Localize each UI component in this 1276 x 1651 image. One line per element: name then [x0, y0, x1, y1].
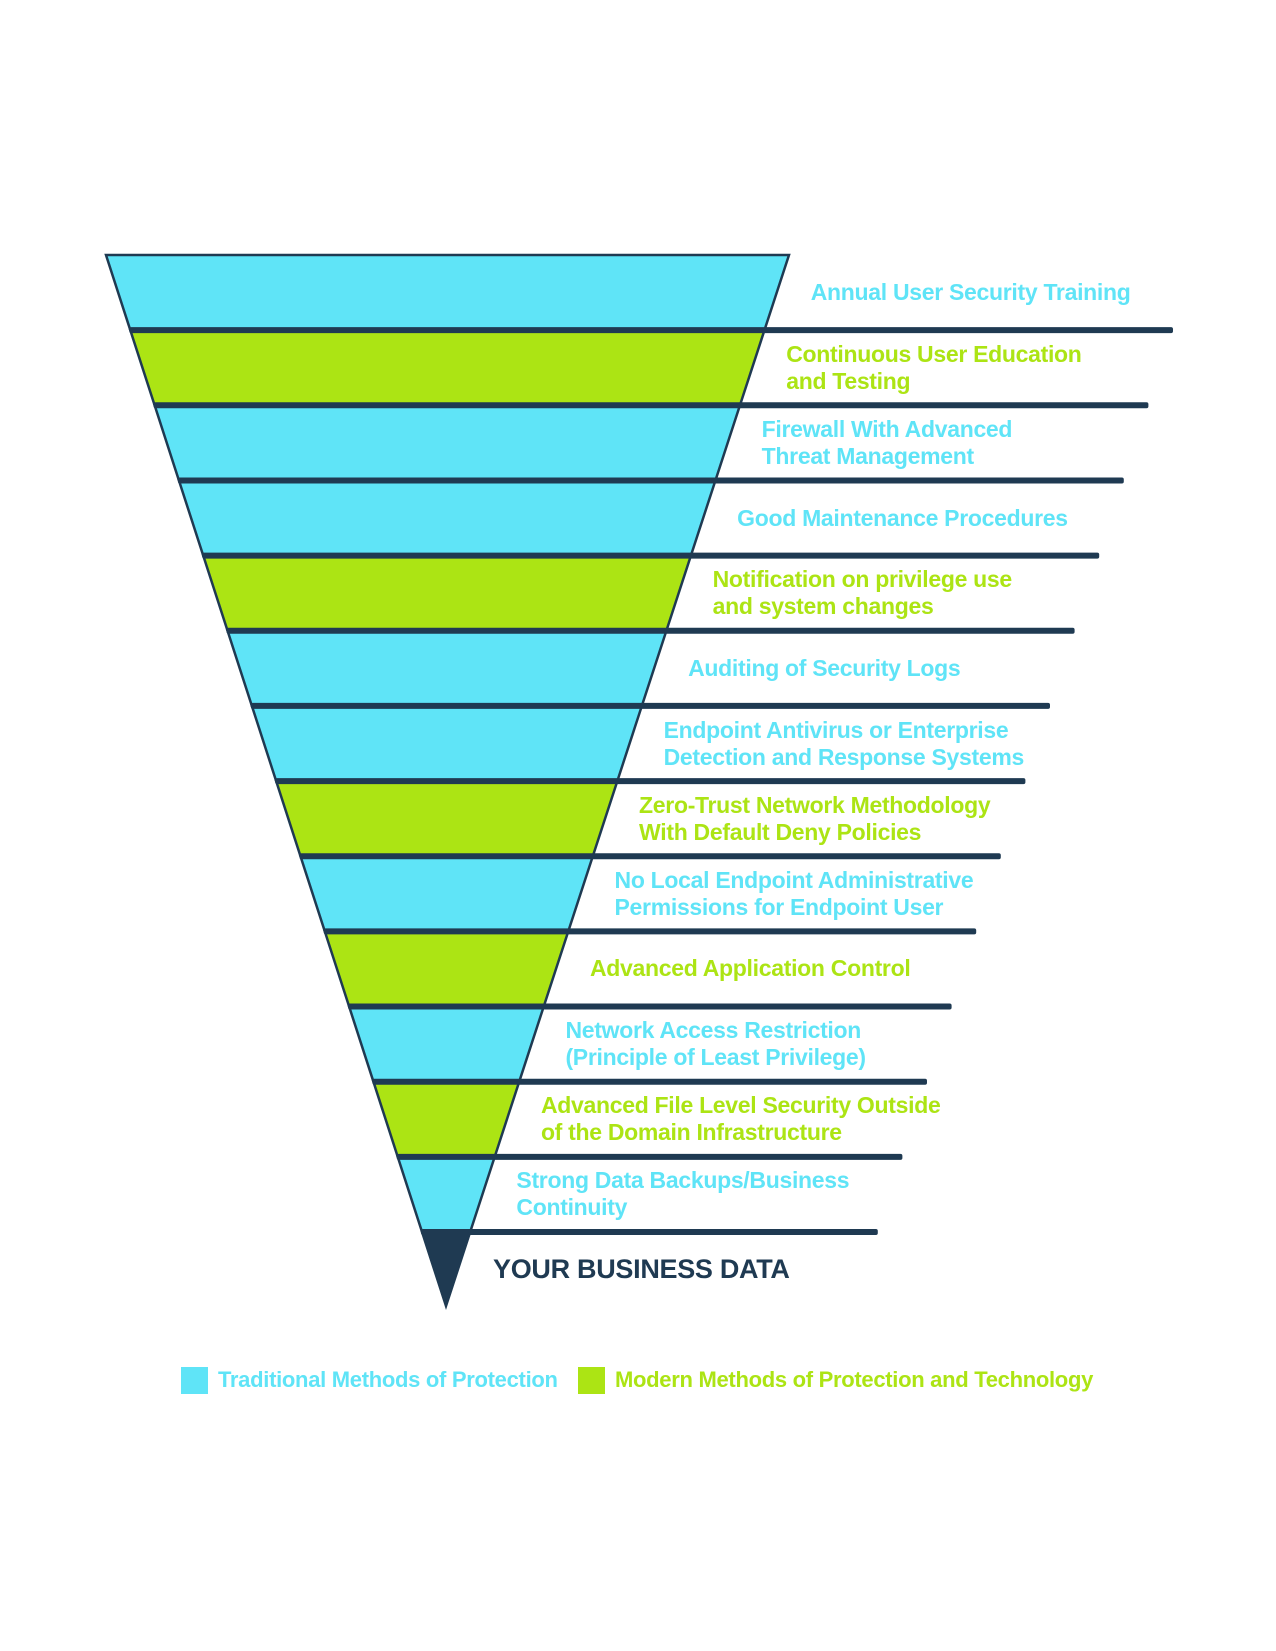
- layer-connector-line: [250, 702, 1050, 709]
- legend-item-traditional: Traditional Methods of Protection: [181, 1366, 558, 1394]
- layer-label-line: Threat Management: [761, 442, 974, 469]
- layer-label: Auditing of Security Logs: [688, 654, 961, 682]
- layer-label: Good Maintenance Procedures: [737, 505, 1068, 532]
- layer-label-line: and system changes: [712, 593, 934, 620]
- funnel-layer-shape: [371, 1080, 521, 1159]
- funnel-layer-shape: [201, 554, 693, 633]
- layer-label: Strong Data Backups/Business Continuity: [516, 1167, 849, 1221]
- layer-label-line: Zero-Trust Network Methodology: [639, 791, 991, 818]
- funnel-layer-shape: [323, 930, 570, 1008]
- layer-label-line: Continuity: [516, 1194, 628, 1221]
- layer-label-line: Continuous User Education: [786, 340, 1082, 367]
- funnel-tip-shape: [420, 1230, 472, 1311]
- funnel-layer-shape: [250, 704, 644, 783]
- layer-connector-line: [275, 778, 1026, 785]
- layer-connector-line: [348, 1003, 952, 1010]
- layer-label-line: Firewall With Advanced: [761, 415, 1013, 442]
- layer-label: Continuous User Education and Testing: [786, 340, 1082, 395]
- legend-label-modern: Modern Methods of Protection and Technol…: [615, 1367, 1094, 1392]
- layer-label: Endpoint Antivirus or Enterprise Detectio…: [663, 716, 1025, 771]
- funnel-layer-shape: [128, 328, 767, 407]
- funnel-layer-shape: [104, 253, 791, 332]
- layer-connector-line: [226, 627, 1075, 634]
- layer-label-line: Advanced Application Control: [589, 955, 911, 982]
- layer-label: Annual User Security Training: [811, 279, 1131, 306]
- funnel-layer-shape: [347, 1005, 546, 1083]
- layer-connector-line: [372, 1078, 927, 1085]
- legend-swatch-traditional-icon: [181, 1366, 208, 1394]
- layer-label: Notification on privilege use and system …: [712, 566, 1013, 620]
- layer-connector-line: [129, 327, 1173, 334]
- layer-label: No Local Endpoint Administrative Permissi…: [615, 867, 974, 921]
- funnel-layer-shape: [298, 854, 595, 933]
- legend-label-traditional: Traditional Methods of Protection: [218, 1367, 558, 1392]
- layer-label: Advanced Application Control: [589, 955, 911, 982]
- layer-label-line: Network Access Restriction: [565, 1017, 862, 1044]
- layer-label: Advanced File Level Security Outside of t…: [541, 1092, 941, 1146]
- layer-connector-line: [153, 402, 1149, 409]
- layer-label-line: Strong Data Backups/Business: [516, 1167, 850, 1194]
- layer-label-line: Annual User Security Training: [810, 279, 1131, 306]
- layer-label: Firewall With Advanced Threat Management: [762, 416, 1013, 470]
- layer-label-line: Permissions for Endpoint User: [614, 893, 944, 920]
- funnel-layer-shape: [396, 1155, 497, 1234]
- layer-label-line: Auditing of Security Logs: [688, 654, 961, 681]
- legend-swatch-modern-icon: [578, 1366, 605, 1394]
- layer-connector-line: [421, 1229, 878, 1235]
- layer-label-line: With Default Deny Policies: [639, 818, 922, 845]
- funnel-layer-shape: [152, 404, 742, 482]
- layer-label-line: and Testing: [786, 367, 911, 394]
- funnel-layer-shape: [225, 629, 669, 708]
- business-data-label: YOUR BUSINESS DATA: [493, 1254, 790, 1284]
- layer-label: Network Access Restriction (Principle of …: [565, 1017, 866, 1071]
- layer-connector-line: [202, 552, 1100, 559]
- layer-connector-line: [299, 853, 1001, 860]
- funnel-layer-shape: [177, 479, 718, 557]
- layer-label: Zero-Trust Network Methodology With Defau…: [639, 791, 991, 846]
- legend-item-modern: Modern Methods of Protection and Technol…: [578, 1366, 1093, 1394]
- layer-label-line: Good Maintenance Procedures: [737, 504, 1068, 531]
- layer-connector-line: [323, 928, 977, 935]
- funnel-layer-shape: [274, 779, 620, 858]
- layer-label-line: No Local Endpoint Administrative: [614, 866, 974, 893]
- layer-connector-line: [396, 1153, 903, 1160]
- layer-label-line: Notification on privilege use: [712, 566, 1013, 593]
- layer-label-line: Detection and Response Systems: [663, 743, 1025, 770]
- layer-label-line: Endpoint Antivirus or Enterprise: [663, 716, 1009, 743]
- layer-label-line: Advanced File Level Security Outside: [540, 1092, 941, 1119]
- layer-label-line: of the Domain Infrastructure: [540, 1119, 842, 1146]
- layer-connector-line: [177, 477, 1124, 484]
- layer-label-line: (Principle of Least Privilege): [565, 1044, 866, 1071]
